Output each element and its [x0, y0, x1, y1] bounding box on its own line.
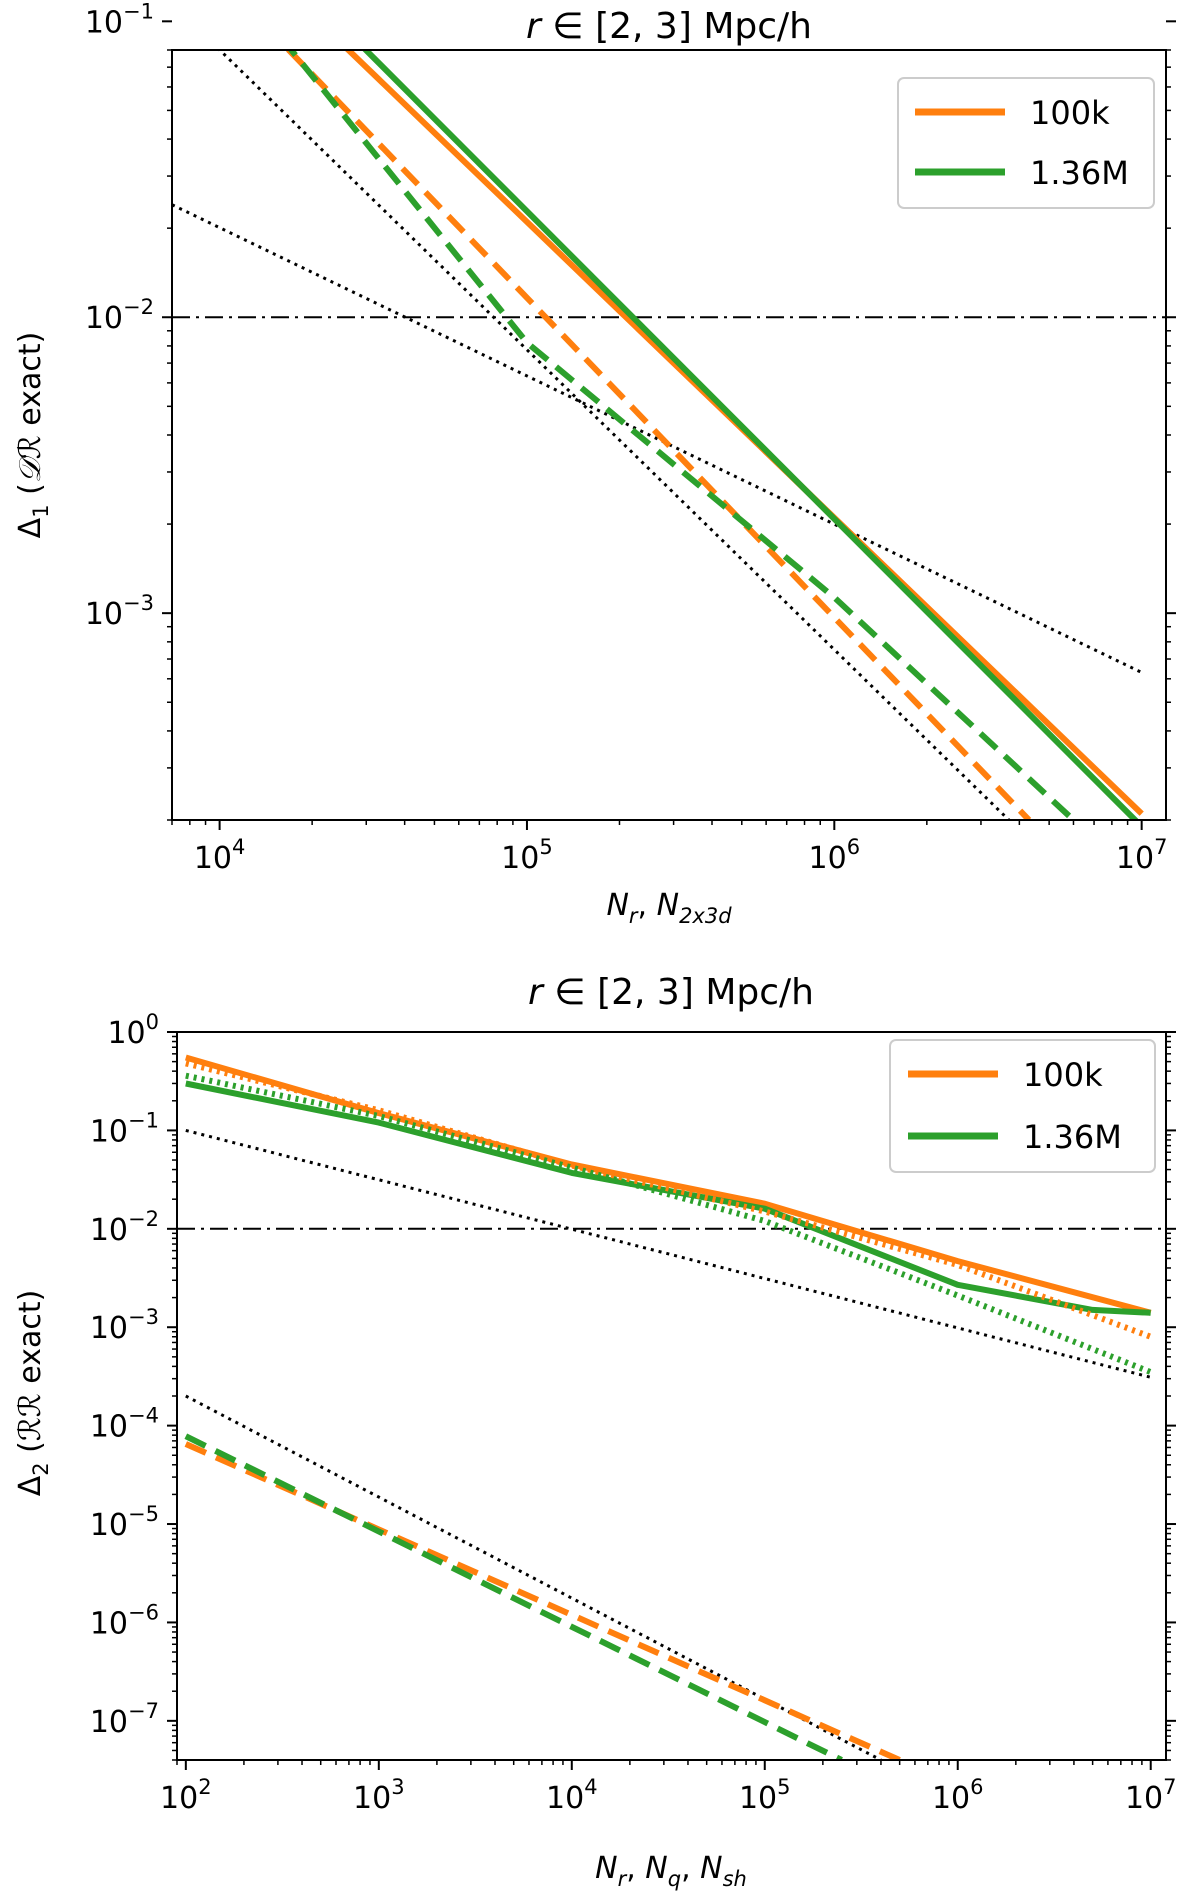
chart-panel-2: r ∈ [2, 3] Mpc/h 102 103 104 105 106 107 10−7 1…: [13, 972, 1177, 1891]
chart-2-series-100k-solid: [184, 1054, 1152, 1316]
chart-2-series-1.36m-dashed: [184, 1433, 843, 1760]
chart-1-series-1.36m-solid: [361, 50, 1140, 820]
chart-2-xtick-label: 103: [353, 1775, 405, 1816]
chart-1-legend-label-100k: 100k: [1030, 94, 1110, 132]
chart-1-xtick-label: 106: [809, 835, 861, 876]
chart-1-series-1.36m-dashed: [287, 50, 1076, 820]
chart-1-legend: 100k 1.36M: [897, 77, 1155, 209]
chart-1-xtick-label: 105: [501, 835, 553, 876]
chart-2-legend-label-100k: 100k: [1023, 1056, 1103, 1094]
chart-2-series-reference-n-1: [185, 1394, 882, 1760]
chart-1-xtick-label: 107: [1116, 835, 1168, 876]
chart-1-title: r ∈ [2, 3] Mpc/h: [526, 6, 812, 47]
chart-2-series-1.36m-solid: [185, 1080, 1151, 1316]
chart-2-series-100k-dotted: [185, 1060, 1152, 1340]
chart-2-xtick-label: 107: [1125, 1775, 1177, 1816]
chart-2-ytick-label: 10−1: [90, 1108, 159, 1149]
chart-2-ytick-label: 10−6: [90, 1600, 159, 1641]
chart-1-ytick-label: 10−2: [85, 295, 154, 336]
chart-1-series-reference-n-1-2: [172, 203, 1143, 674]
chart-panel-1: r ∈ [2, 3] Mpc/h 104 105 106 107 10−3 10−2 10−…: [13, 0, 1176, 928]
chart-1-series-100k-solid: [344, 50, 1144, 816]
chart-2-series-reference-n-1-2: [185, 1128, 1152, 1379]
chart-1-series-100k-dashed: [284, 50, 1032, 820]
chart-2-xtick-label: 102: [160, 1775, 212, 1816]
chart-2-ytick-label: 10−2: [90, 1207, 159, 1248]
chart-2-ytick-label: 10−5: [90, 1502, 159, 1543]
chart-2-xtick-label: 105: [739, 1775, 791, 1816]
chart-2-ylabel: Δ2 (ℛℛ exact): [13, 1290, 53, 1497]
chart-1-xtick-label: 104: [194, 835, 246, 876]
chart-2-legend-label-1.36M: 1.36M: [1023, 1118, 1122, 1156]
chart-2-series-1.36m-dotted: [185, 1072, 1152, 1375]
chart-2-title: r ∈ [2, 3] Mpc/h: [528, 972, 814, 1013]
chart-2-ytick-label: 10−7: [90, 1699, 159, 1740]
chart-2-xtick-label: 106: [932, 1775, 984, 1816]
chart-1-legend-label-1.36M: 1.36M: [1030, 154, 1129, 192]
chart-2-ytick-label: 10−4: [90, 1404, 159, 1445]
chart-1-ytick-label: 10−1: [85, 0, 154, 40]
chart-2-xlabel: Nr, Nq, Nsh: [595, 1851, 747, 1891]
chart-2-ytick-label: 100: [107, 1010, 159, 1051]
chart-1-xlabel: Nr, N2x3d: [606, 888, 732, 928]
chart-2-xtick-label: 104: [546, 1775, 598, 1816]
chart-2-ytick-label: 10−3: [90, 1305, 159, 1346]
chart-2-legend: 100k 1.36M: [889, 1039, 1156, 1173]
chart-1-series-reference-n-1: [217, 50, 1010, 820]
chart-1-ytick-label: 10−3: [85, 591, 154, 632]
chart-1-ylabel: Δ1 (𝒟ℛ exact): [13, 332, 53, 539]
